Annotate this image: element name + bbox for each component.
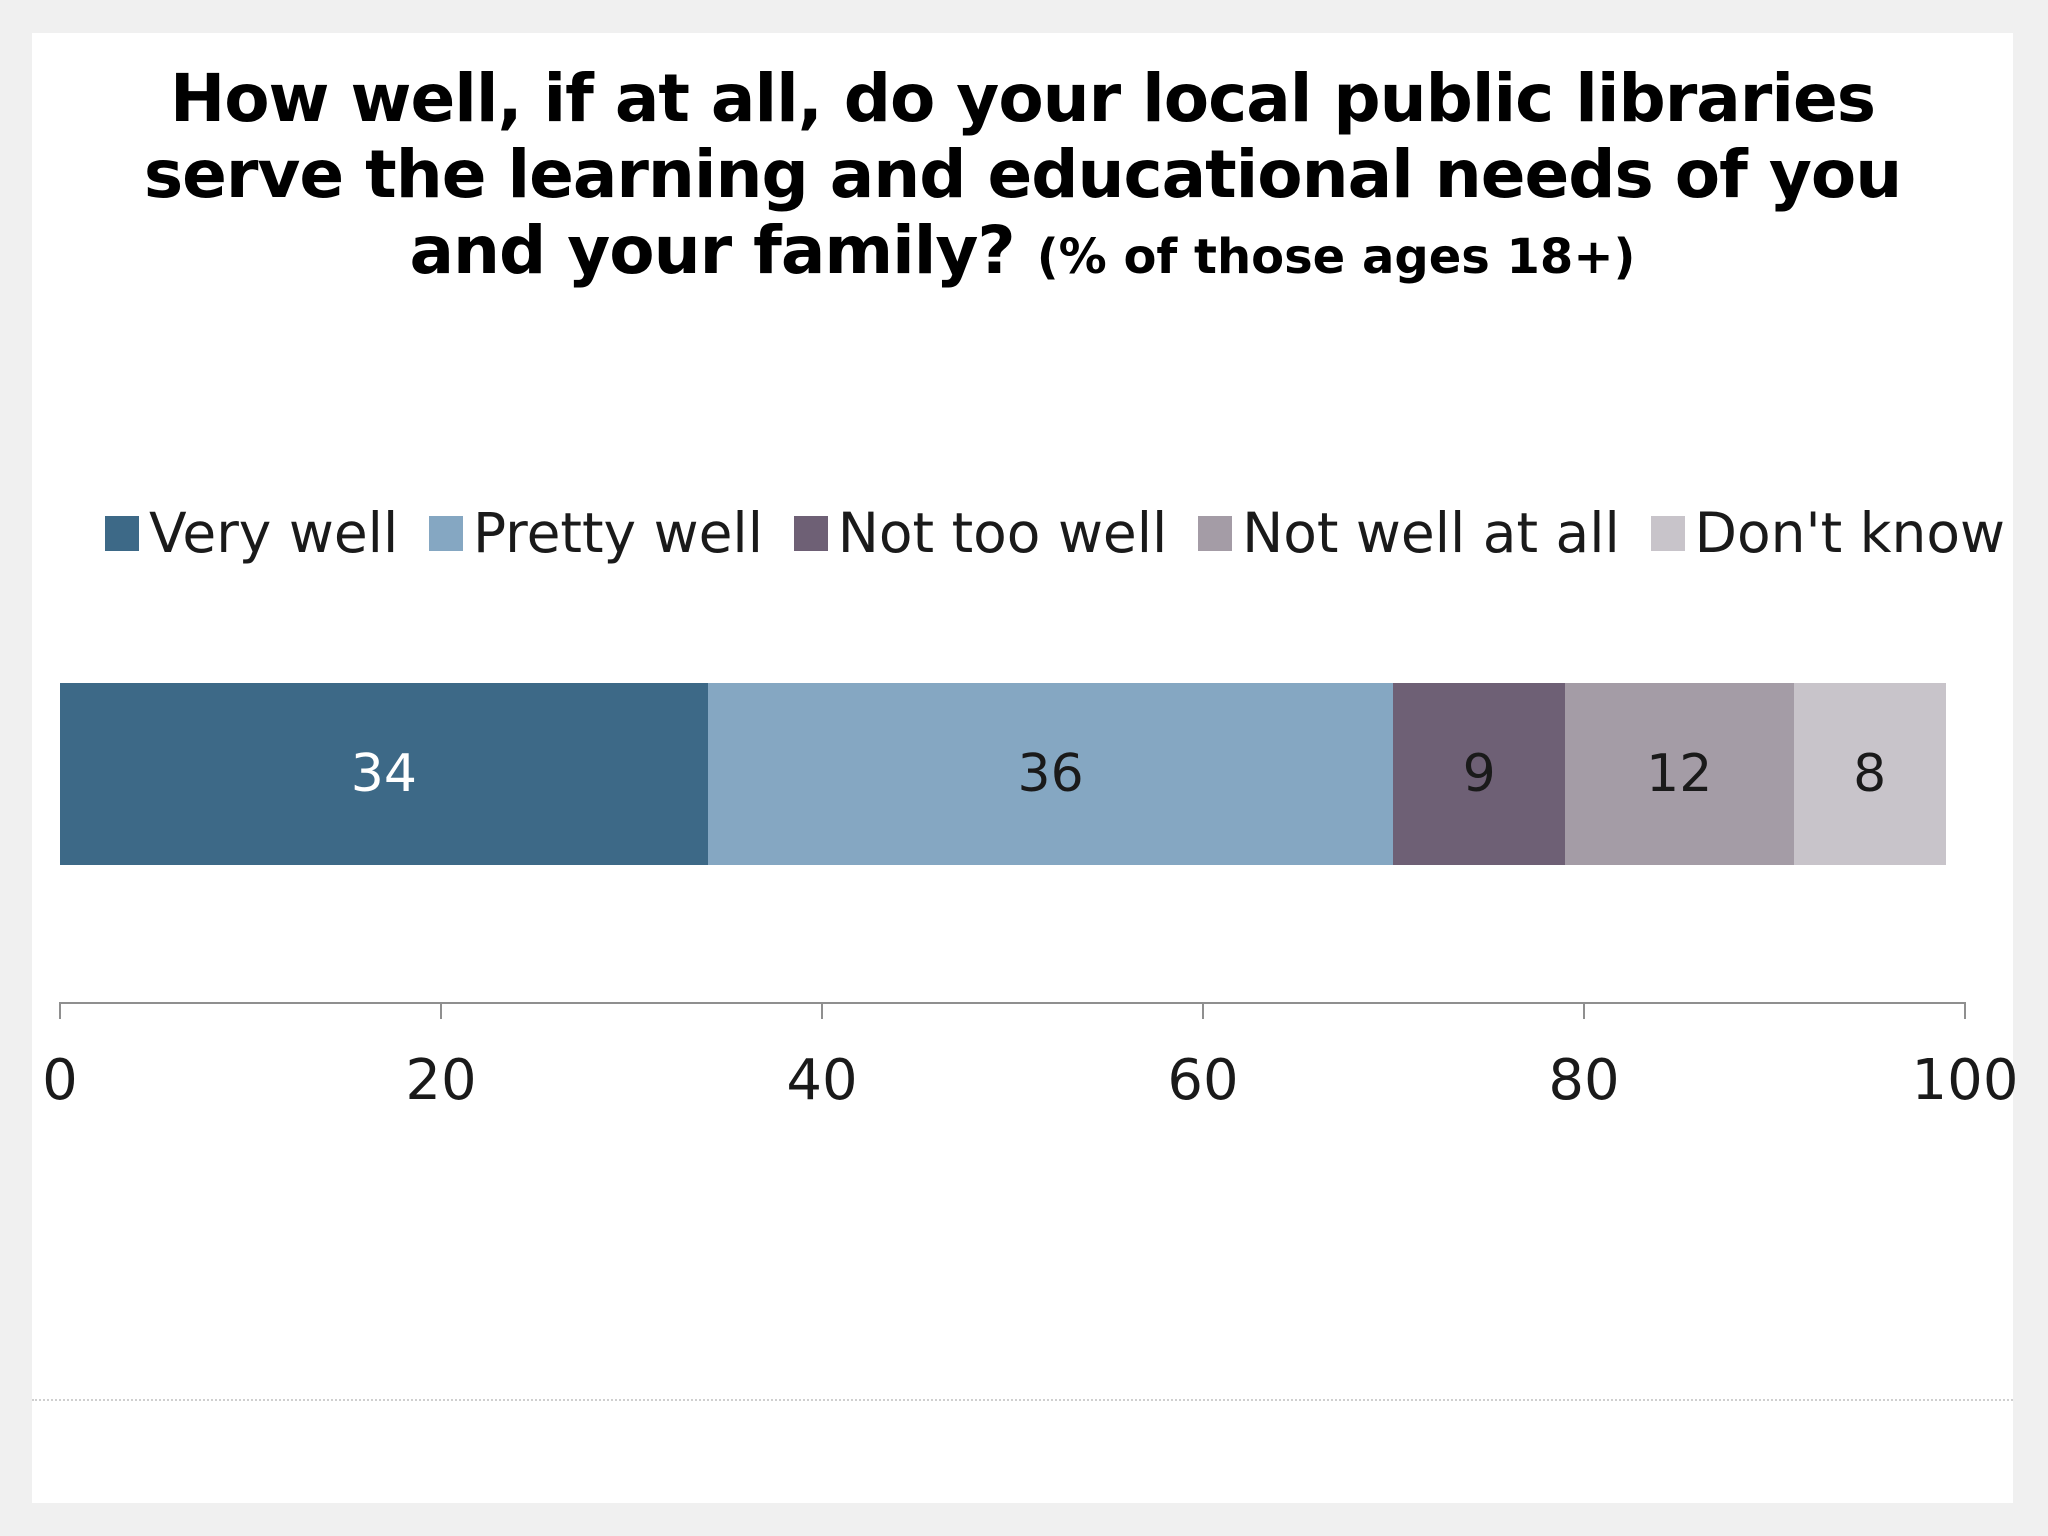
legend-item-not-too-well: Not too well bbox=[793, 501, 1168, 565]
legend: Very well Pretty well Not too well Not well… bbox=[105, 503, 2005, 564]
bar-segment-don-t-know: 8 bbox=[1793, 683, 1946, 865]
x-axis-line bbox=[60, 1002, 1965, 1004]
legend-swatch-don-t-know bbox=[1650, 515, 1685, 551]
x-axis-tick-60 bbox=[1202, 1002, 1204, 1019]
x-axis-tick-100 bbox=[1964, 1002, 1966, 1019]
bar-value-don-t-know: 8 bbox=[1853, 744, 1887, 804]
bar-segment-not-well-at-all: 12 bbox=[1564, 683, 1794, 865]
legend-label-very-well: Very well bbox=[149, 501, 399, 565]
chart-title-subtitle: (% of those ages 18+) bbox=[1036, 229, 1636, 285]
bar-segment-very-well: 34 bbox=[60, 683, 708, 865]
chart-title-line-3: and your family? (% of those ages 18+) bbox=[32, 213, 2013, 295]
x-axis-tick-40 bbox=[821, 1002, 823, 1019]
legend-item-don-t-know: Don't know bbox=[1650, 501, 2005, 565]
x-axis-label-60: 60 bbox=[1167, 1048, 1239, 1113]
chart-title-line-1: How well, if at all, do your local publi… bbox=[169, 60, 1876, 137]
chart-title: How well, if at all, do your local publi… bbox=[32, 61, 2013, 295]
x-axis-label-40: 40 bbox=[786, 1048, 858, 1113]
x-axis-tick-0 bbox=[59, 1002, 61, 1019]
legend-label-pretty-well: Pretty well bbox=[472, 501, 763, 565]
bar-segment-not-too-well: 9 bbox=[1393, 683, 1565, 865]
x-axis-label-100: 100 bbox=[1911, 1048, 2019, 1113]
x-axis-label-0: 0 bbox=[42, 1048, 78, 1113]
legend-label-not-well-at-all: Not well at all bbox=[1242, 501, 1620, 565]
bar-value-very-well: 34 bbox=[350, 744, 417, 804]
chart-title-line-3-text: and your family? bbox=[409, 212, 1016, 289]
x-axis: 0 20 40 60 80 100 bbox=[42, 1002, 2018, 1152]
legend-item-pretty-well: Pretty well bbox=[428, 501, 763, 565]
bar-value-not-too-well: 9 bbox=[1462, 744, 1496, 804]
x-axis-label-80: 80 bbox=[1548, 1048, 1620, 1113]
legend-swatch-pretty-well bbox=[428, 515, 463, 551]
bar-value-not-well-at-all: 12 bbox=[1646, 744, 1713, 804]
legend-item-very-well: Very well bbox=[105, 503, 398, 564]
x-axis-label-20: 20 bbox=[405, 1048, 477, 1113]
legend-label-don-t-know: Don't know bbox=[1694, 501, 2005, 565]
legend-swatch-not-well-at-all bbox=[1198, 515, 1233, 551]
bar-segment-pretty-well: 36 bbox=[707, 683, 1394, 865]
legend-swatch-very-well bbox=[105, 515, 139, 551]
legend-label-not-too-well: Not too well bbox=[837, 501, 1168, 565]
chart-title-line-2: serve the learning and educational needs… bbox=[143, 136, 1902, 213]
legend-swatch-not-too-well bbox=[793, 515, 828, 551]
legend-item-not-well-at-all: Not well at all bbox=[1198, 503, 1620, 564]
bottom-divider bbox=[32, 1399, 2013, 1401]
bar-value-pretty-well: 36 bbox=[1017, 744, 1084, 804]
x-axis-tick-20 bbox=[440, 1002, 442, 1019]
chart-card: How well, if at all, do your local publi… bbox=[32, 33, 2018, 1503]
stacked-bar: 34 36 9 12 8 bbox=[60, 683, 1946, 865]
x-axis-tick-80 bbox=[1583, 1002, 1585, 1019]
